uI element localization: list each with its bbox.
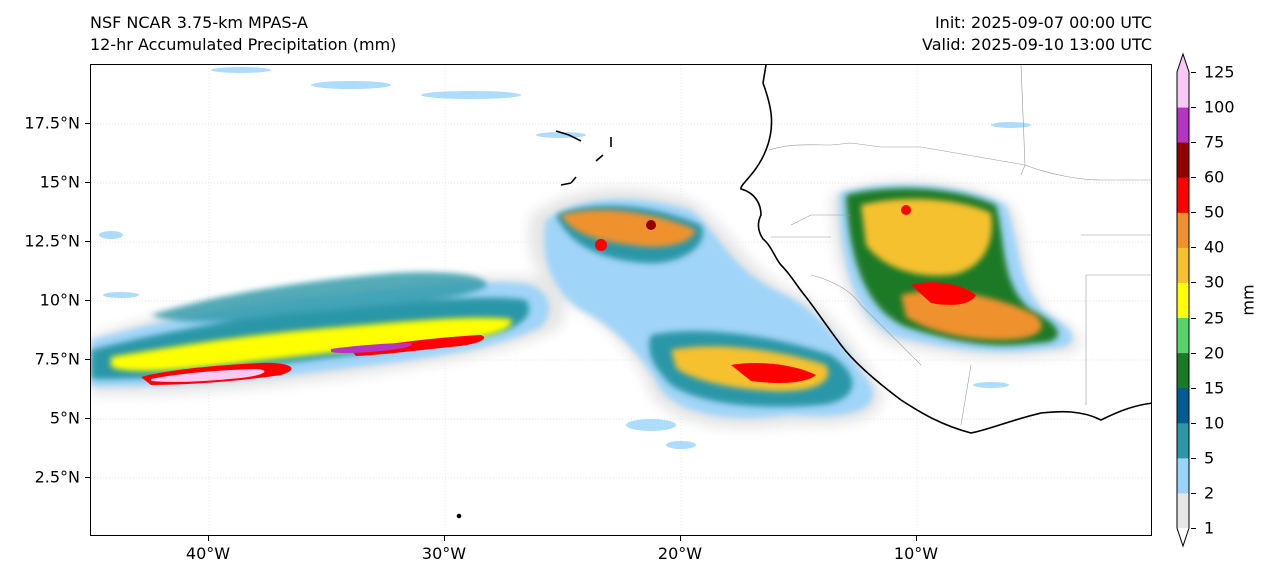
colorbar-swatch	[1177, 107, 1189, 143]
colorbar-swatch	[1177, 212, 1189, 248]
precip-core-east	[861, 198, 992, 276]
lon-tick-label: 30°W	[421, 544, 467, 563]
colorbar-swatch	[1177, 317, 1189, 354]
colorbar-level-label: 2	[1204, 483, 1215, 503]
precip-max-central	[351, 335, 485, 356]
title-line-model: NSF NCAR 3.75-km MPAS-A	[90, 13, 308, 32]
colorbar-tick	[1191, 422, 1196, 424]
lat-tick-label: 12.5°N	[24, 231, 80, 251]
map-canvas	[91, 65, 1151, 535]
precip-max-south	[731, 363, 816, 383]
country-borders	[768, 65, 1151, 426]
colorbar-tick	[1191, 282, 1196, 284]
colorbar-level-label: 50	[1204, 202, 1225, 222]
lat-tick-label: 5°N	[49, 408, 80, 428]
colorbar-level-label: 1	[1204, 518, 1215, 538]
lat-tick-mark	[85, 359, 90, 360]
colorbar-level-label: 25	[1204, 308, 1225, 328]
colorbar-swatch	[1177, 492, 1189, 529]
precip-max-central-pink	[331, 343, 412, 354]
colorbar-swatch	[1177, 422, 1189, 459]
colorbar-tick	[1191, 142, 1196, 144]
colorbar-tick	[1191, 528, 1196, 529]
colorbar	[1176, 52, 1190, 548]
coastline	[456, 65, 1151, 519]
cape-verde-islands	[555, 130, 612, 186]
colorbar-tick	[1191, 387, 1196, 389]
precip-max-west-pink	[151, 369, 265, 382]
valid-time-label: Valid: 2025-09-10 13:00 UTC	[921, 35, 1152, 54]
colorbar-outline	[1176, 52, 1190, 548]
colorbar-swatch	[1177, 352, 1189, 389]
colorbar-level-label: 10	[1204, 413, 1225, 433]
lon-tick-label: 40°W	[185, 544, 231, 563]
colorbar-tick	[1191, 212, 1196, 214]
colorbar-tick	[1191, 492, 1196, 494]
colorbar-tick	[1191, 107, 1196, 109]
map-title: NSF NCAR 3.75-km MPAS-A 12-hr Accumulate…	[90, 12, 396, 56]
colorbar-level-label: 75	[1204, 132, 1225, 152]
colorbar-level-label: 15	[1204, 378, 1225, 398]
colorbar-swatch	[1177, 142, 1189, 178]
lat-tick-mark	[85, 477, 90, 478]
map-panel	[90, 64, 1152, 536]
lat-tick-label: 10°N	[39, 290, 80, 310]
coastline-west-africa	[740, 65, 1151, 434]
colorbar-level-label: 5	[1204, 448, 1215, 468]
colorbar-unit-label: mm	[1238, 284, 1258, 316]
colorbar-level-label: 125	[1204, 62, 1235, 82]
lon-tick-label: 20°W	[657, 544, 703, 563]
lat-tick-mark	[85, 182, 90, 183]
colorbar-swatch	[1177, 282, 1189, 319]
lat-tick-mark	[85, 123, 90, 124]
colorbar-level-label: 20	[1204, 343, 1225, 363]
colorbar-tick	[1191, 177, 1196, 179]
colorbar-tick	[1191, 317, 1196, 319]
colorbar-min-extend	[1177, 528, 1189, 546]
colorbar-swatch	[1177, 387, 1189, 424]
lon-tick-mark	[208, 536, 209, 541]
colorbar-level-label: 60	[1204, 167, 1225, 187]
lon-tick-mark	[444, 536, 445, 541]
lat-tick-mark	[85, 241, 90, 242]
time-info: Init: 2025-09-07 00:00 UTC Valid: 2025-0…	[922, 12, 1152, 56]
colorbar-max-extend	[1177, 54, 1189, 72]
precip-core-central-north	[561, 210, 696, 247]
colorbar-level-label: 40	[1204, 237, 1225, 257]
precip-band-west-north	[151, 272, 487, 322]
colorbar-swatch	[1177, 177, 1189, 213]
colorbar-level-label: 30	[1204, 272, 1225, 292]
colorbar-swatch	[1177, 247, 1189, 283]
init-time-label: Init: 2025-09-07 00:00 UTC	[934, 13, 1152, 32]
colorbar-swatch	[1177, 72, 1189, 108]
colorbar-tick	[1191, 352, 1196, 354]
title-line-field: 12-hr Accumulated Precipitation (mm)	[90, 35, 397, 54]
lat-tick-mark	[85, 300, 90, 301]
lon-tick-mark	[680, 536, 681, 541]
precipitation-field	[91, 67, 1081, 449]
lat-tick-label: 2.5°N	[34, 467, 80, 487]
colorbar-level-label: 100	[1204, 97, 1235, 117]
lat-tick-mark	[85, 418, 90, 419]
colorbar-tick	[1191, 72, 1196, 73]
colorbar-tick	[1191, 247, 1196, 249]
lon-tick-label: 10°W	[893, 544, 939, 563]
colorbar-tick	[1191, 457, 1196, 459]
colorbar-swatch	[1177, 457, 1189, 494]
precip-max-east	[911, 282, 976, 305]
lat-tick-label: 15°N	[39, 172, 80, 192]
lat-tick-label: 7.5°N	[34, 349, 80, 369]
precip-core-west	[111, 317, 512, 372]
lon-tick-mark	[916, 536, 917, 541]
lat-tick-label: 17.5°N	[24, 113, 80, 133]
